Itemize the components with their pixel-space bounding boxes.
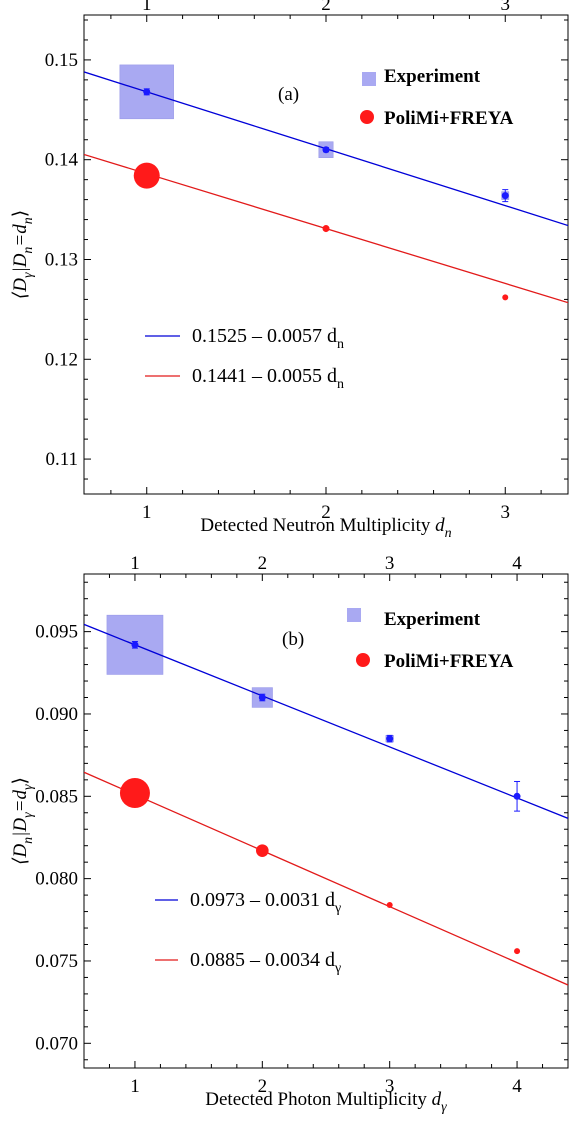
x-axis-title-text: Detected Photon Multiplicity — [205, 1089, 431, 1110]
experiment-point — [258, 694, 266, 701]
model-point — [386, 901, 393, 908]
fit-equation-main: 0.0885 – 0.0034 d — [190, 949, 335, 971]
x-tick-label-bottom: 3 — [385, 1076, 395, 1097]
y-tick-label: 0.085 — [35, 786, 78, 807]
y-axis-title-sub: γ — [21, 812, 36, 818]
legend-swatch-model — [356, 653, 370, 667]
x-tick-label-bottom: 1 — [130, 1076, 140, 1097]
x-tick-label-top: 4 — [512, 553, 522, 574]
model-point — [514, 948, 521, 955]
fit-equation-main: 0.1441 – 0.0055 d — [192, 365, 337, 387]
experiment-point — [386, 735, 394, 743]
y-tick-label: 0.11 — [45, 449, 78, 470]
plot-area — [84, 614, 568, 986]
legend-swatch-experiment — [347, 608, 361, 622]
model-point — [119, 778, 150, 809]
x-axis-title-var: d — [432, 1089, 442, 1110]
x-axis-title-text: Detected Neutron Multiplicity — [200, 515, 435, 536]
legend-label-experiment: Experiment — [384, 66, 481, 87]
experiment-point — [513, 792, 521, 800]
x-tick-label-bottom: 1 — [142, 502, 152, 523]
fit-equation: 0.0973 – 0.0031 dγ — [190, 889, 341, 916]
y-axis-title-sub: γ — [21, 272, 36, 278]
y-tick-label: 0.14 — [45, 150, 79, 171]
y-axis-title-part: =d — [10, 224, 31, 247]
legend-swatch-model — [360, 110, 374, 124]
experiment-point — [143, 88, 151, 96]
chart-panel-b: 1 1 2 2 3 3 4 4 0.070 0.075 0.080 0.085 0.090 0.095 (b… — [10, 553, 569, 1115]
x-axis-title-var: d — [435, 515, 445, 536]
fit-equation: 0.0885 – 0.0034 dγ — [190, 949, 341, 976]
x-tick-label-top: 3 — [385, 553, 395, 574]
model-point — [256, 844, 269, 857]
fit-line-experiment — [84, 623, 568, 819]
x-tick-label-top: 1 — [130, 553, 140, 574]
model-point — [322, 225, 330, 233]
experiment-point — [131, 641, 139, 649]
y-tick-label: 0.080 — [35, 869, 78, 890]
y-axis-title-part: =d — [10, 790, 31, 813]
y-tick-label: 0.095 — [35, 622, 78, 643]
fit-equation-sub: n — [337, 377, 344, 392]
plot-frame — [83, 573, 569, 1069]
x-axis-title-sub: γ — [441, 1100, 447, 1115]
x-tick-label-bottom: 2 — [258, 1076, 268, 1097]
x-tick-label-bottom: 2 — [321, 502, 331, 523]
fit-equation: 0.1525 – 0.0057 dn — [192, 325, 344, 352]
y-axis-title-part: ⟩ — [10, 777, 31, 784]
legend-label-experiment: Experiment — [384, 609, 481, 630]
experiment-point — [501, 192, 509, 200]
legend-label-model: PoliMi+FREYA — [384, 108, 514, 129]
y-axis-title-part: ⟩ — [10, 210, 31, 217]
y-tick-label: 0.12 — [45, 349, 78, 370]
y-tick-label: 0.15 — [45, 50, 78, 71]
legend: Experiment PoliMi+FREYA — [360, 66, 514, 129]
model-point — [502, 294, 509, 301]
fit-equation-sub: γ — [334, 961, 341, 976]
panel-label: (a) — [278, 84, 299, 105]
panel-label: (b) — [282, 629, 304, 650]
legend-swatch-experiment — [362, 72, 376, 86]
y-tick-label: 0.090 — [35, 704, 78, 725]
y-axis-title-sub: n — [21, 837, 36, 844]
x-tick-label-bottom: 3 — [501, 502, 511, 523]
y-axis-title: ⟨Dγ|Dn=dn⟩ — [10, 210, 36, 299]
y-tick-label: 0.075 — [35, 951, 78, 972]
x-axis-title: Detected Neutron Multiplicity dn — [200, 515, 451, 541]
y-tick-label: 0.070 — [35, 1033, 78, 1054]
y-axis-title-part: ⟨D — [10, 844, 31, 865]
x-tick-label-top: 2 — [258, 553, 268, 574]
x-axis-title: Detected Photon Multiplicity dγ — [205, 1089, 447, 1115]
y-axis-title-part: |D — [10, 818, 31, 837]
y-axis-title-part: ⟨D — [10, 278, 31, 299]
x-tick-label-top: 2 — [321, 0, 331, 15]
plot-area — [84, 64, 568, 304]
fit-equation-main: 0.1525 – 0.0057 d — [192, 325, 337, 347]
y-axis-title-part: |D — [10, 253, 31, 272]
y-axis-title-sub: n — [21, 247, 36, 254]
fit-equation: 0.1441 – 0.0055 dn — [192, 365, 344, 392]
y-axis-title: ⟨Dn|Dγ=dγ⟩ — [10, 777, 36, 865]
y-tick-label: 0.13 — [45, 249, 78, 270]
fit-annotations: 0.0973 – 0.0031 dγ0.0885 – 0.0034 dγ — [155, 889, 341, 976]
fit-annotations: 0.1525 – 0.0057 dn0.1441 – 0.0055 dn — [145, 325, 344, 392]
experiment-point — [322, 146, 330, 154]
model-point — [133, 162, 160, 189]
fit-equation-sub: γ — [334, 901, 341, 916]
y-axis-title-sub: n — [21, 217, 36, 224]
chart-panel-a: 1 1 2 2 3 3 0.11 0.12 0.13 0.14 0.15 (a) Experiment P… — [10, 0, 569, 541]
fit-equation-main: 0.0973 – 0.0031 d — [190, 889, 335, 911]
fit-line-model — [84, 771, 568, 986]
x-tick-label-top: 1 — [142, 0, 152, 15]
x-axis-title-sub: n — [445, 526, 452, 541]
fit-equation-sub: n — [337, 337, 344, 352]
legend-label-model: PoliMi+FREYA — [384, 651, 514, 672]
x-tick-label-top: 3 — [501, 0, 511, 15]
legend: Experiment PoliMi+FREYA — [347, 608, 514, 672]
y-axis-title-sub: γ — [21, 784, 36, 790]
x-tick-label-bottom: 4 — [512, 1076, 522, 1097]
